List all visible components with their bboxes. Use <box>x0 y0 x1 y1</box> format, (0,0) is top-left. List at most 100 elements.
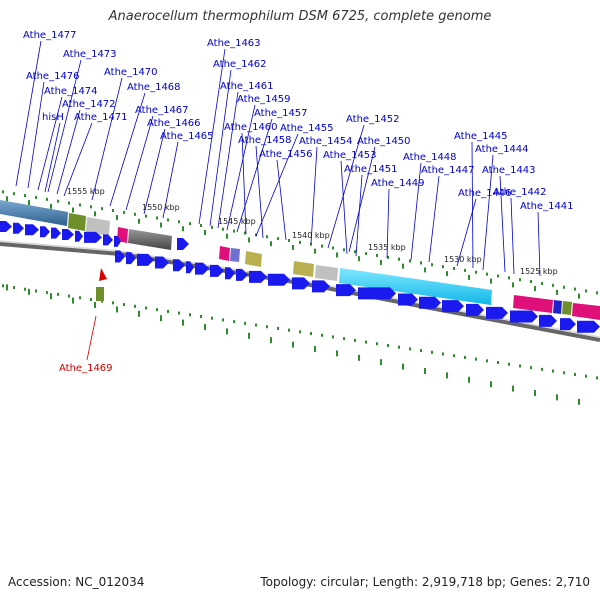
gene-label[interactable]: hisH <box>42 112 64 123</box>
gene-label[interactable]: Athe_1456 <box>259 149 313 160</box>
gene-label[interactable]: Athe_1448 <box>403 152 457 163</box>
kbp-scale: 1555 kbp 1550 kbp 1545 kbp 1540 kbp 1535 kbp… <box>67 187 558 276</box>
leader-line <box>340 160 348 255</box>
leader-line <box>37 96 63 191</box>
gene-label[interactable]: Athe_1472 <box>62 99 116 110</box>
gene-arrow[interactable] <box>155 256 169 269</box>
gene-arrow[interactable] <box>236 268 248 281</box>
leader-line <box>482 154 494 271</box>
gene-arrow[interactable] <box>75 230 83 242</box>
gene-arrow[interactable] <box>126 252 136 265</box>
kbp-tick-label: 1545 kbp <box>218 217 256 226</box>
gene-arrow[interactable] <box>466 303 484 316</box>
leader-line <box>348 146 376 253</box>
gene-arrow[interactable] <box>336 284 356 297</box>
leader-line <box>47 59 82 193</box>
scale-dots <box>2 190 598 405</box>
gene-arrow[interactable] <box>560 318 576 331</box>
gene-label[interactable]: Athe_1470 <box>104 67 158 78</box>
gene-label[interactable]: Athe_1446 <box>458 188 512 199</box>
leader-line <box>236 118 273 233</box>
leader-line <box>56 109 81 195</box>
highlighted-gene-label: Athe_1469 <box>59 363 113 374</box>
gene-arrow[interactable] <box>210 264 224 277</box>
gene-arrow[interactable] <box>312 280 330 293</box>
gene-label[interactable]: Athe_1442 <box>493 187 547 198</box>
leader-line <box>226 104 256 231</box>
kbp-tick-label: 1525 kbp <box>520 267 558 276</box>
gene-label[interactable]: Athe_1444 <box>475 144 529 155</box>
gene-arrow[interactable] <box>195 262 209 275</box>
leader-line <box>91 77 123 201</box>
feature-blocks <box>0 200 600 320</box>
gene-arrow[interactable] <box>249 270 267 283</box>
gene-arrow[interactable] <box>103 234 113 246</box>
gene-label[interactable]: Athe_1466 <box>147 118 201 129</box>
gene-label[interactable]: Athe_1462 <box>213 59 267 70</box>
gene-label[interactable]: Athe_1477 <box>23 30 77 41</box>
gene-arrow[interactable] <box>577 320 600 333</box>
gene-label[interactable]: Athe_1463 <box>207 38 261 49</box>
gene-arrow[interactable] <box>358 287 396 300</box>
leader-line <box>44 122 61 193</box>
gene-label[interactable]: Athe_1443 <box>482 165 536 176</box>
gene-label-layer: Athe_1477 Athe_1473 Athe_1476 Athe_1474 hisH… <box>15 30 574 277</box>
leader-line <box>355 174 363 257</box>
gene-arrow[interactable] <box>173 259 185 272</box>
kbp-tick-label: 1555 kbp <box>67 187 105 196</box>
gene-arrow[interactable] <box>442 300 464 313</box>
gene-arrow[interactable] <box>51 227 61 239</box>
gene-arrow[interactable] <box>486 306 508 319</box>
leader-line <box>471 141 474 269</box>
gene-label[interactable]: Athe_1445 <box>454 131 508 142</box>
gene-label[interactable]: Athe_1468 <box>127 82 181 93</box>
gene-label[interactable]: Athe_1465 <box>160 131 214 142</box>
gene-arrow[interactable] <box>137 253 154 266</box>
gene-arrow[interactable] <box>62 229 74 241</box>
gene-arrow[interactable] <box>177 238 189 251</box>
gene-label[interactable]: Athe_1461 <box>220 81 274 92</box>
gene-label[interactable]: Athe_1447 <box>421 165 475 176</box>
gene-label[interactable]: Athe_1449 <box>371 178 425 189</box>
gene-arrow[interactable] <box>115 250 125 263</box>
gene-label[interactable]: Athe_1454 <box>299 136 353 147</box>
gene-label[interactable]: Athe_1458 <box>238 135 292 146</box>
gene-label[interactable]: Athe_1460 <box>224 122 278 133</box>
gene-arrow[interactable] <box>186 261 194 274</box>
gene-arrow[interactable] <box>398 293 418 306</box>
topology-text: Topology: circular; Length: 2,919,718 bp… <box>260 575 590 589</box>
gene-arrows <box>0 221 600 333</box>
gene-arrow[interactable] <box>84 231 102 243</box>
gene-label[interactable]: Athe_1474 <box>44 86 98 97</box>
gene-label[interactable]: Athe_1452 <box>346 114 400 125</box>
gene-label[interactable]: Athe_1455 <box>280 123 334 134</box>
gene-arrow[interactable] <box>25 224 39 236</box>
gene-arrow[interactable] <box>510 310 538 323</box>
gene-arrow[interactable] <box>419 296 441 309</box>
gene-label[interactable]: Athe_1451 <box>344 164 398 175</box>
leader-line <box>109 92 146 207</box>
gene-arrow[interactable] <box>40 226 50 238</box>
gene-label[interactable]: Athe_1471 <box>74 112 128 123</box>
gene-arrow[interactable] <box>114 235 121 247</box>
leader-line <box>217 91 239 229</box>
gene-arrow[interactable] <box>268 273 290 286</box>
kbp-tick-label: 1540 kbp <box>292 231 330 240</box>
gene-label[interactable]: Athe_1476 <box>26 71 80 82</box>
gene-arrow[interactable] <box>225 267 235 280</box>
gene-arrow[interactable] <box>539 314 557 327</box>
highlighted-gene-marker[interactable]: Athe_1469 <box>59 268 113 374</box>
gene-label[interactable]: Athe_1457 <box>254 108 308 119</box>
gene-arrow[interactable] <box>292 277 310 290</box>
gene-label[interactable]: Athe_1459 <box>237 94 291 105</box>
gene-label[interactable]: Athe_1473 <box>63 49 117 60</box>
leader-line <box>27 81 45 189</box>
gene-label[interactable]: Athe_1450 <box>357 136 411 147</box>
gene-arrow[interactable] <box>13 222 24 234</box>
gene-label[interactable]: Athe_1453 <box>323 150 377 161</box>
leader-line <box>327 124 365 249</box>
gene-label[interactable]: Athe_1441 <box>520 201 574 212</box>
gene-arrow[interactable] <box>0 221 12 232</box>
gene-label[interactable]: Athe_1467 <box>135 105 189 116</box>
